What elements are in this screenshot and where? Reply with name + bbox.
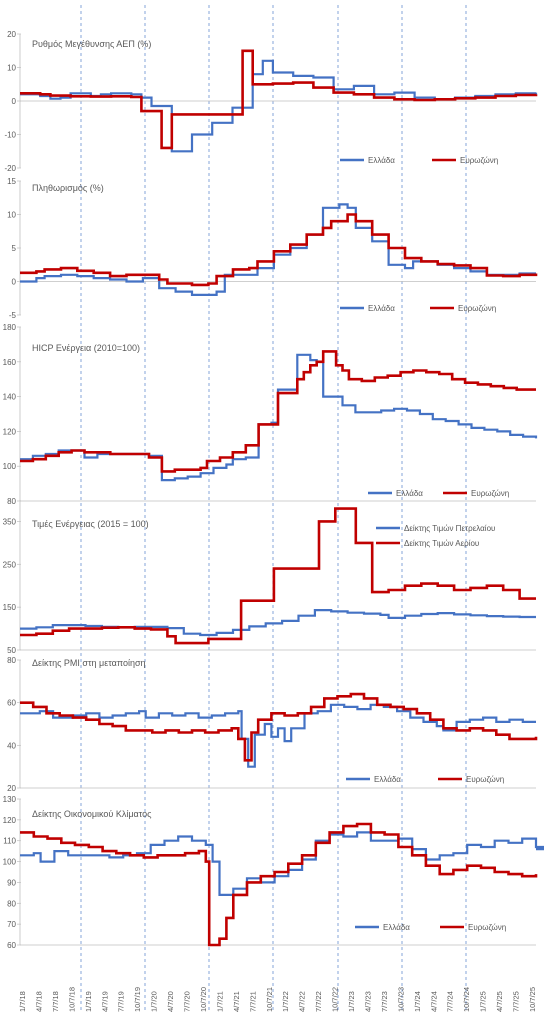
y-tick-label: -10 xyxy=(4,131,16,140)
y-tick-label: 120 xyxy=(3,427,17,436)
panel-4: 50 150 250 350 Τιμές Ενέργειας (2015 = 100) Δ… xyxy=(3,500,536,655)
panel-3: 80 100 120 140 160 180 HICP Ενέργεια (2010=100… xyxy=(3,323,538,506)
series-line-greece xyxy=(20,831,544,896)
x-tick-label: 10/7/19 xyxy=(133,987,142,1012)
y-tick-label: 60 xyxy=(7,941,16,950)
x-tick-label: 1/7/19 xyxy=(84,991,93,1012)
x-tick-label: 7/7/22 xyxy=(314,991,323,1012)
chart-title: HICP Ενέργεια (2010=100) xyxy=(32,343,140,353)
x-tick-label: 7/7/24 xyxy=(446,991,455,1012)
y-tick-label: 80 xyxy=(7,656,16,665)
series-line-greece xyxy=(20,609,536,637)
legend-label: Ευρωζώνη xyxy=(460,156,498,165)
y-tick-label: 120 xyxy=(3,816,17,825)
x-tick-label: 4/7/21 xyxy=(232,991,241,1012)
x-tick-label: 7/7/20 xyxy=(183,991,192,1012)
panel-2: -5 0 5 10 15 Πληθωρισμός (%) Ελλάδα Ευρωζώνη xyxy=(7,177,538,320)
series-line-eurozone xyxy=(20,350,536,473)
y-tick-label: 100 xyxy=(3,462,17,471)
x-tick-label: 1/7/18 xyxy=(18,991,27,1012)
x-tick-label: 7/7/18 xyxy=(51,991,60,1012)
x-tick-label: 4/7/19 xyxy=(100,991,109,1012)
x-tick-label: 1/7/21 xyxy=(215,991,224,1012)
y-tick-label: 10 xyxy=(7,211,16,220)
y-tick-label: 0 xyxy=(12,97,17,106)
legend-label: Ευρωζώνη xyxy=(468,923,506,932)
x-tick-label: 4/7/24 xyxy=(429,991,438,1012)
legend-label: Ευρωζώνη xyxy=(471,489,509,498)
panel-6: 60 70 80 90 100 110 120 130 Δείκτης Οικονομικού … xyxy=(3,795,544,950)
y-tick-label: 150 xyxy=(3,603,17,612)
chart-title: Τιμές Ενέργειας (2015 = 100) xyxy=(32,519,149,529)
series-line-eurozone xyxy=(20,822,538,947)
y-tick-label: 350 xyxy=(3,517,17,526)
y-tick-label: 20 xyxy=(7,30,16,39)
x-tick-label: 4/7/20 xyxy=(166,991,175,1012)
series-line-eurozone xyxy=(20,49,538,150)
legend-label: Ευρωζώνη xyxy=(466,775,504,784)
legend-label: Δείκτης Τιμών Αερίου xyxy=(404,539,479,548)
x-tick-label: 10/7/24 xyxy=(462,987,471,1012)
x-tick-label: 4/7/18 xyxy=(34,991,43,1012)
x-tick-label: 10/7/20 xyxy=(199,987,208,1012)
y-tick-label: 180 xyxy=(3,323,17,332)
legend-label: Ελλάδα xyxy=(383,923,410,932)
x-tick-label: 10/7/25 xyxy=(528,987,537,1012)
y-tick-label: 0 xyxy=(12,278,17,287)
legend-label: Ελλάδα xyxy=(374,775,401,784)
x-tick-label: 4/7/23 xyxy=(363,991,372,1012)
series-line-eurozone xyxy=(20,507,536,645)
x-tick-label: 10/7/18 xyxy=(67,987,76,1012)
y-tick-label: 130 xyxy=(3,795,17,804)
x-tick-label: 1/7/23 xyxy=(347,991,356,1012)
y-tick-label: 60 xyxy=(7,699,16,708)
x-tick-label: 4/7/25 xyxy=(495,991,504,1012)
y-tick-label: 10 xyxy=(7,64,16,73)
y-tick-label: 110 xyxy=(3,837,16,846)
series-line-eurozone xyxy=(20,692,538,762)
x-tick-label: 7/7/23 xyxy=(380,991,389,1012)
x-tick-label: 1/7/25 xyxy=(479,991,488,1012)
x-tick-label: 4/7/22 xyxy=(298,991,307,1012)
x-tick-label: 1/7/20 xyxy=(150,991,159,1012)
panel-1: -20 -10 0 10 20 Ρυθμός Μεγέθυνσης ΑΕΠ (%) Ελλά… xyxy=(4,30,538,173)
y-tick-label: 250 xyxy=(3,560,17,569)
legend-label: Ευρωζώνη xyxy=(458,304,496,313)
y-tick-label: 20 xyxy=(7,784,16,793)
y-tick-label: 40 xyxy=(7,741,16,750)
y-tick-label: 160 xyxy=(3,358,17,367)
y-tick-label: 90 xyxy=(7,878,16,887)
x-tick-label: 10/7/23 xyxy=(396,987,405,1012)
y-tick-label: 70 xyxy=(7,920,16,929)
chart-title: Δείκτης PMI στη μεταποίηση xyxy=(32,658,146,668)
x-tick-label: 10/7/21 xyxy=(265,987,274,1012)
legend-label: Ελλάδα xyxy=(368,304,395,313)
y-tick-label: 100 xyxy=(3,858,17,867)
y-tick-label: -20 xyxy=(4,164,16,173)
y-tick-label: 140 xyxy=(3,393,17,402)
x-tick-label: 7/7/25 xyxy=(512,991,521,1012)
legend-label: Δείκτης Τιμών Πετρελαίου xyxy=(404,524,495,533)
y-tick-label: 5 xyxy=(12,244,17,253)
legend-label: Ελλάδα xyxy=(368,156,395,165)
legend-label: Ελλάδα xyxy=(396,489,423,498)
x-tick-label: 7/7/19 xyxy=(117,991,126,1012)
y-tick-label: 50 xyxy=(7,646,16,655)
x-tick-label: 10/7/22 xyxy=(331,987,340,1012)
panel-5: 20 40 60 80 Δείκτης PMI στη μεταποίηση Ελλάδα… xyxy=(7,656,538,793)
series-line-greece xyxy=(20,59,538,153)
x-tick-label: 1/7/24 xyxy=(413,991,422,1012)
y-tick-label: 15 xyxy=(7,177,16,186)
y-tick-label: 80 xyxy=(7,497,16,506)
chart-title: Δείκτης Οικονομικού Κλίματος xyxy=(32,809,152,819)
series-line-eurozone xyxy=(20,213,538,287)
y-tick-label: -5 xyxy=(9,311,17,320)
y-tick-label: 80 xyxy=(7,899,16,908)
x-tick-label: 7/7/21 xyxy=(248,991,257,1012)
chart-title: Ρυθμός Μεγέθυνσης ΑΕΠ (%) xyxy=(32,39,151,49)
x-tick-label: 1/7/22 xyxy=(281,991,290,1012)
chart-title: Πληθωρισμός (%) xyxy=(32,183,104,193)
